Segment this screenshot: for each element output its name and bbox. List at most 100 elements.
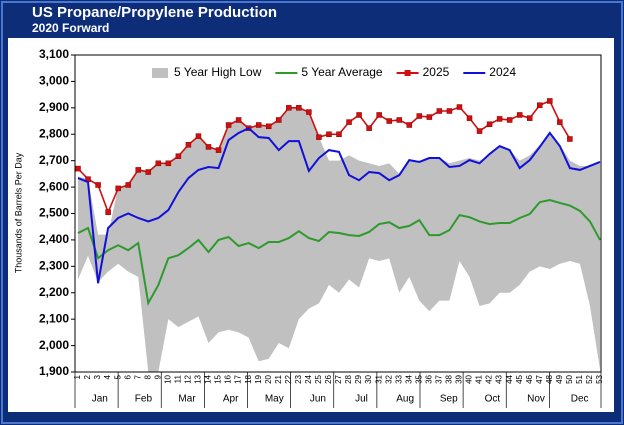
marker [376, 112, 382, 118]
marker [225, 122, 232, 128]
x-tick-label: 13 [194, 374, 203, 383]
y-tick-label: 2,800 [39, 126, 69, 140]
x-tick-label: 46 [525, 374, 534, 383]
marker [175, 153, 182, 159]
month-label: Sep [440, 394, 458, 405]
x-tick-label: 37 [434, 374, 443, 383]
marker [286, 105, 292, 111]
x-tick-label: 10 [163, 374, 172, 383]
y-tick-label: 2,000 [39, 338, 69, 352]
x-tick-label: 35 [414, 374, 423, 383]
marker [155, 160, 162, 167]
x-tick-label: 1 [73, 374, 82, 379]
y-tick-label: 3,100 [39, 47, 69, 61]
month-label: Jun [310, 394, 326, 405]
marker [567, 136, 573, 142]
x-tick-label: 14 [204, 374, 213, 383]
marker [486, 121, 493, 127]
marker [276, 117, 282, 123]
y-tick-label: 2,500 [39, 206, 69, 220]
marker [456, 104, 463, 110]
legend-swatch [152, 68, 168, 78]
marker [265, 123, 272, 130]
y-tick-label: 2,200 [39, 285, 69, 299]
marker [326, 131, 332, 137]
marker [366, 125, 372, 131]
x-tick-label: 24 [304, 374, 313, 383]
month-label: Aug [396, 394, 414, 405]
month-label: Apr [223, 394, 239, 405]
marker [215, 147, 222, 153]
x-tick-label: 38 [445, 374, 454, 383]
marker [476, 128, 483, 134]
marker [195, 133, 202, 139]
marker [235, 117, 242, 123]
x-tick-label: 7 [133, 374, 142, 379]
marker [466, 115, 473, 121]
month-label: May [265, 394, 284, 405]
x-tick-label: 23 [294, 374, 303, 383]
marker [125, 182, 131, 188]
x-tick-label: 34 [404, 374, 413, 383]
month-label: Jul [355, 394, 368, 405]
month-label: Feb [135, 394, 153, 405]
y-tick-label: 3,000 [39, 74, 69, 88]
x-tick-label: 28 [344, 374, 353, 383]
marker [336, 131, 342, 137]
marker [205, 144, 212, 150]
legend-label: 5 Year High Low [174, 65, 262, 79]
marker [346, 119, 352, 125]
series-line [77, 198, 601, 307]
marker [386, 118, 392, 124]
marker [416, 113, 423, 119]
legend-marker [404, 70, 411, 76]
x-tick-label: 33 [394, 374, 403, 383]
y-tick-label: 2,300 [39, 259, 69, 273]
x-tick-label: 18 [244, 374, 253, 383]
marker [496, 116, 503, 122]
x-tick-label: 30 [364, 374, 373, 383]
x-tick-label: 39 [455, 374, 464, 383]
month-label: Mar [178, 394, 196, 405]
marker [75, 165, 81, 172]
marker [356, 112, 362, 118]
marker [537, 102, 543, 108]
x-tick-label: 4 [103, 374, 112, 379]
marker [296, 105, 302, 111]
marker [506, 117, 513, 123]
legend-label: 5 Year Average [301, 65, 383, 79]
month-label: Oct [485, 394, 501, 405]
marker [105, 209, 111, 215]
x-tick-label: 6 [123, 374, 132, 379]
x-tick-label: 16 [224, 374, 233, 383]
marker [446, 108, 453, 114]
marker [396, 117, 402, 123]
marker [255, 122, 262, 128]
chart-subtitle: 2020 Forward [32, 21, 109, 35]
marker [426, 114, 433, 120]
x-tick-label: 47 [535, 374, 544, 383]
x-tick-label: 3 [93, 374, 102, 379]
range-band [78, 107, 600, 372]
x-tick-label: 26 [324, 374, 333, 383]
x-tick-label: 2 [83, 374, 92, 379]
marker [185, 142, 192, 148]
marker [135, 167, 141, 173]
marker [516, 112, 523, 118]
x-tick-label: 40 [465, 374, 474, 383]
y-axis-title: Thousands of Barrels Per Day [13, 152, 23, 273]
x-tick-label: 12 [184, 374, 193, 383]
x-tick-label: 15 [214, 374, 223, 383]
x-tick-label: 51 [575, 374, 584, 383]
x-tick-label: 53 [595, 374, 604, 383]
x-tick-label: 32 [384, 374, 393, 383]
y-tick-label: 2,100 [39, 311, 69, 325]
x-tick-label: 20 [264, 374, 273, 383]
x-tick-label: 44 [505, 374, 514, 383]
x-tick-label: 36 [424, 374, 433, 383]
month-label: Jan [92, 394, 108, 405]
y-tick-label: 2,700 [39, 153, 69, 167]
marker [557, 119, 563, 125]
